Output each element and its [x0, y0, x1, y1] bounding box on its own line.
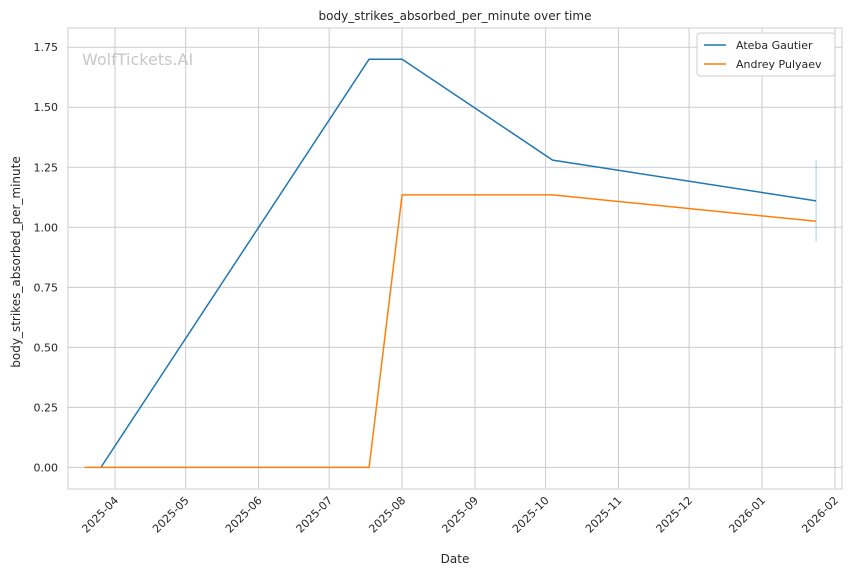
y-tick-label: 0.50 [34, 341, 59, 354]
legend-label-ateba-gautier: Ateba Gautier [736, 39, 813, 52]
chart-title: body_strikes_absorbed_per_minute over ti… [319, 9, 592, 23]
y-tick-label: 1.50 [34, 101, 59, 114]
y-tick-label: 1.00 [34, 221, 59, 234]
y-tick-label: 0.75 [34, 281, 59, 294]
y-tick-label: 1.25 [34, 161, 59, 174]
x-axis-title: Date [441, 552, 470, 566]
y-axis-title: body_strikes_absorbed_per_minute [9, 156, 23, 367]
y-tick-label: 1.75 [34, 41, 59, 54]
series-layer [84, 58, 817, 469]
watermark-text: WolfTickets.AI [82, 50, 193, 69]
grid [68, 28, 842, 489]
legend: Ateba Gautier Andrey Pulyaev [696, 32, 836, 77]
legend-box [696, 32, 836, 77]
plot-frame [67, 27, 843, 490]
y-tick-label: 0.00 [34, 461, 59, 474]
series-line-ateba-gautier [100, 58, 817, 468]
legend-label-andrey-pulyaev: Andrey Pulyaev [736, 58, 822, 71]
series-line-andrey-pulyaev [84, 194, 817, 469]
y-tick-label: 0.25 [34, 401, 59, 414]
